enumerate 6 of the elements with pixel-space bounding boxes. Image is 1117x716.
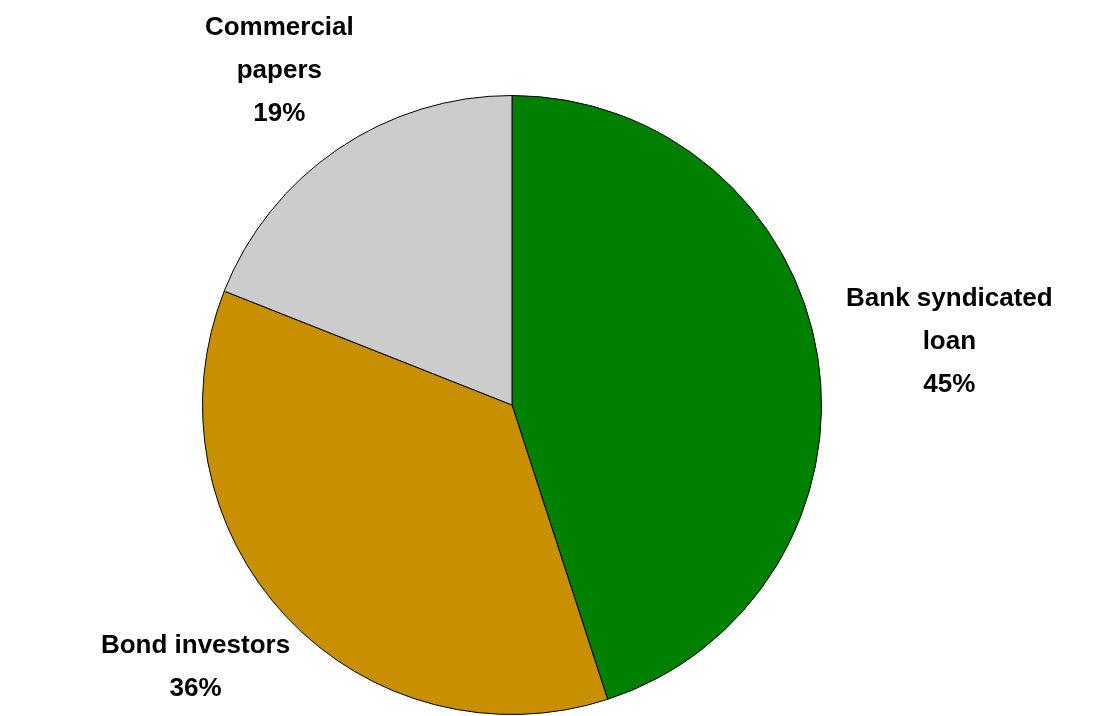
slice-label: Bond investors (100, 628, 291, 659)
data-label: 36% (169, 671, 222, 702)
slice-label: Commercial papers (204, 11, 354, 85)
data-label: 45% (923, 367, 976, 398)
data-label: 19% (253, 97, 306, 128)
slice-label: Bank syndicated loan (846, 281, 1053, 355)
